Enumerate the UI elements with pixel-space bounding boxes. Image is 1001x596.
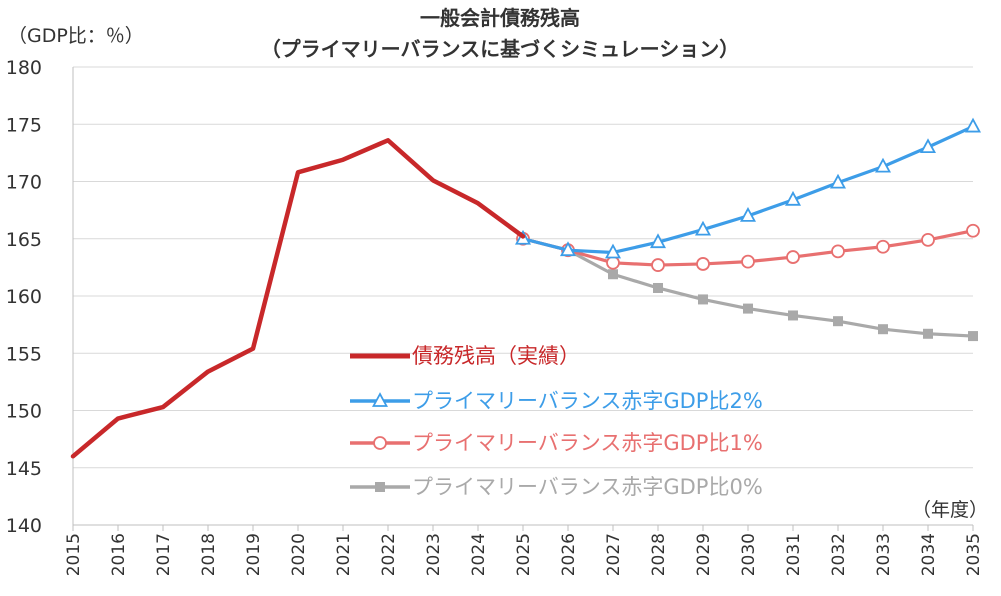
y-tick-label: 175: [6, 114, 42, 136]
circle-marker: [651, 258, 665, 272]
circle-marker: [831, 244, 845, 259]
y-tick-label: 165: [6, 229, 42, 251]
triangle-marker: [371, 392, 389, 407]
square-marker: [833, 316, 843, 327]
circle-marker: [373, 436, 387, 450]
axes: [72, 67, 974, 531]
series-layer: [70, 117, 982, 459]
y-tick-label: 140: [6, 515, 42, 537]
triangle-marker: [919, 138, 937, 154]
x-tick-label: 2034: [919, 533, 939, 576]
x-tick-label: 2020: [289, 533, 309, 576]
x-tick-label: 2035: [964, 533, 984, 576]
y-tick-label: 170: [6, 172, 42, 194]
y-tick-labels: 140 145 150 155 160 165 170 175 180: [6, 57, 42, 537]
x-tick-label: 2025: [514, 533, 534, 576]
circle-marker: [876, 239, 890, 254]
chart-title: 一般会計債務残高: [420, 6, 580, 30]
legend-label: プライマリーバランス赤字GDP比1%: [412, 431, 763, 455]
x-tick-label: 2016: [109, 533, 129, 576]
legend-item-2: プライマリーバランス赤字GDP比1%: [350, 431, 763, 455]
square-marker: [878, 324, 888, 335]
triangle-marker: [739, 206, 757, 222]
x-tick-label: 2033: [874, 533, 894, 576]
circle-marker: [966, 223, 980, 238]
y-tick-label: 180: [6, 57, 42, 79]
x-tick-label: 2018: [199, 533, 219, 576]
legend-item-0: 債務残高（実績）: [350, 344, 580, 368]
triangle-marker: [784, 190, 802, 206]
triangle-marker: [694, 220, 712, 236]
x-axis-label: （年度）: [912, 499, 988, 521]
legend-label: プライマリーバランス赤字GDP比0%: [412, 475, 763, 499]
x-tick-label: 2015: [64, 533, 84, 576]
x-tick-label: 2023: [424, 533, 444, 576]
legend-item-1: プライマリーバランス赤字GDP比2%: [350, 389, 763, 413]
square-marker: [375, 482, 385, 492]
x-tick-label: 2030: [739, 533, 759, 576]
series-line: [521, 237, 975, 338]
square-marker: [968, 331, 978, 342]
x-tick-label: 2021: [334, 533, 354, 576]
square-marker: [788, 310, 798, 321]
circle-marker: [786, 250, 800, 264]
x-tick-label: 2026: [559, 533, 579, 576]
y-tick-label: 160: [6, 286, 42, 308]
square-marker: [608, 269, 618, 280]
x-tick-labels: 2015 2016 2017 2018 2019 2020 2021 2022 2023 2024…: [64, 533, 984, 576]
x-tick-label: 2029: [694, 533, 714, 576]
triangle-marker: [964, 117, 982, 133]
circle-marker: [921, 232, 935, 247]
y-tick-label: 155: [6, 343, 42, 365]
series-line: [70, 138, 526, 459]
square-marker: [653, 282, 663, 293]
y-tick-label: 150: [6, 401, 42, 423]
x-tick-label: 2027: [604, 533, 624, 576]
triangle-marker: [874, 157, 892, 173]
triangle-marker: [829, 173, 847, 189]
x-tick-label: 2019: [244, 533, 264, 576]
x-tick-label: 2032: [829, 533, 849, 576]
square-marker: [743, 303, 753, 314]
circle-marker: [696, 257, 710, 271]
legend-item-3: プライマリーバランス赤字GDP比0%: [350, 475, 763, 499]
x-tick-label: 2031: [784, 533, 804, 576]
legend-label: 債務残高（実績）: [412, 344, 580, 368]
circle-marker: [741, 254, 755, 269]
chart-subtitle: （プライマリーバランスに基づくシミュレーション）: [261, 37, 740, 61]
triangle-marker: [604, 243, 622, 259]
x-tick-label: 2022: [379, 533, 399, 576]
square-marker: [698, 294, 708, 305]
circle-marker: [606, 255, 620, 270]
x-tick-label: 2017: [154, 533, 174, 576]
series-2: [516, 223, 980, 272]
triangle-marker: [649, 233, 667, 249]
x-tick-label: 2024: [469, 533, 489, 576]
x-tick-label: 2028: [649, 533, 669, 576]
triangle-marker: [559, 241, 577, 257]
legend: 債務残高（実績） プライマリーバランス赤字GDP比2% プライマリーバランス赤字GD…: [350, 344, 763, 499]
series-0: [70, 138, 526, 459]
legend-label: プライマリーバランス赤字GDP比2%: [412, 389, 763, 413]
y-axis-label: （GDP比：％）: [8, 25, 144, 47]
square-marker: [923, 328, 933, 339]
y-tick-label: 145: [6, 458, 42, 480]
series-line: [521, 124, 975, 255]
series-1: [514, 117, 982, 259]
